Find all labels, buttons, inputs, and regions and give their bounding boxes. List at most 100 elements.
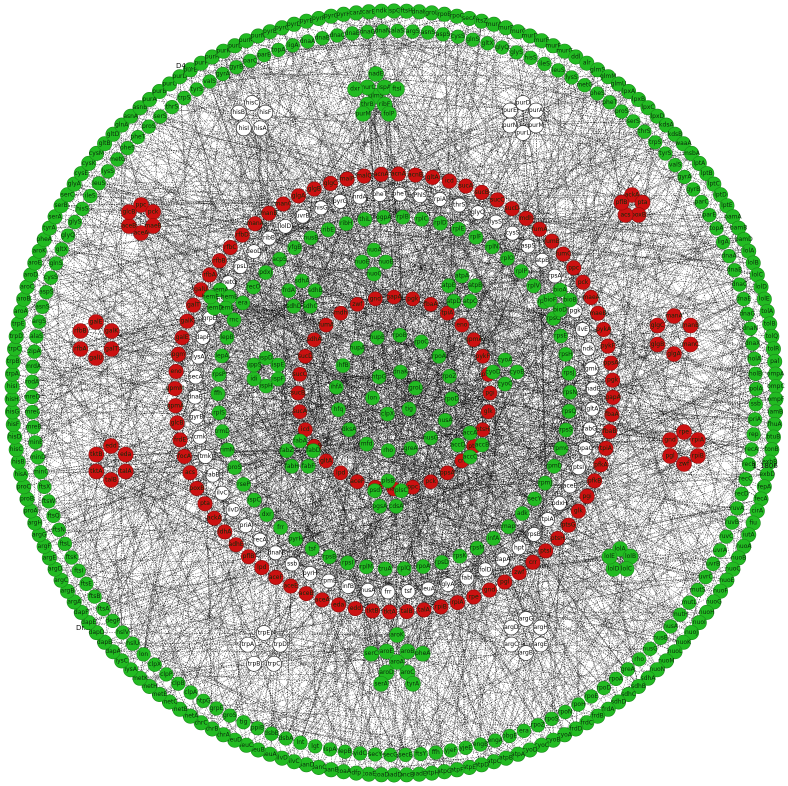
node-white-ring[interactable]: ribB bbox=[261, 230, 277, 246]
node-second-green-ring[interactable]: valS bbox=[668, 158, 683, 173]
node-second-green-ring[interactable]: glyQ bbox=[495, 40, 509, 55]
node-bottom-right-white-cluster[interactable]: argD bbox=[503, 619, 520, 636]
node-third-green-ring[interactable]: acpS bbox=[272, 251, 287, 267]
node-white-ring[interactable]: PhlS bbox=[412, 188, 428, 204]
node-second-green-ring[interactable]: lspA bbox=[323, 742, 337, 757]
node-bottom-right-white-cluster[interactable]: argH bbox=[532, 619, 549, 636]
node-second-green-ring[interactable]: degP bbox=[105, 613, 121, 629]
node-outer-green-ring[interactable]: tolB bbox=[762, 316, 778, 332]
node-second-green-ring[interactable]: yjeF bbox=[443, 743, 458, 758]
node-second-green-ring[interactable]: ftsK bbox=[64, 550, 79, 565]
node-red-ring[interactable]: icd bbox=[441, 173, 457, 189]
node-third-green-ring[interactable]: rnc bbox=[226, 312, 242, 328]
node-inner-red-ring[interactable]: eno bbox=[454, 317, 470, 333]
node-second-green-ring[interactable]: glyQ bbox=[60, 228, 75, 243]
node-left-upper-red-cluster[interactable]: glcB bbox=[121, 204, 137, 220]
node-bottom-right-white-cluster[interactable]: argE bbox=[532, 636, 549, 653]
node-second-green-ring[interactable]: dnaC bbox=[732, 277, 747, 292]
node-third-green-ring[interactable]: infA bbox=[486, 530, 501, 546]
node-bottom-green-cluster[interactable]: tyrA bbox=[405, 675, 421, 692]
node-top-right-white-cluster[interactable]: purN bbox=[502, 117, 518, 134]
node-second-green-ring[interactable]: argS bbox=[31, 314, 47, 329]
node-second-green-ring[interactable]: lysS bbox=[100, 164, 115, 179]
node-outer-green-ring[interactable]: trpC bbox=[7, 341, 23, 357]
node-top-right-white-cluster[interactable]: purE bbox=[502, 102, 518, 119]
node-inner-cluster-8[interactable]: plsC bbox=[393, 483, 409, 499]
node-top-green-cluster[interactable]: ftsI bbox=[389, 81, 405, 97]
node-bottom-right-white-cluster[interactable]: argG bbox=[518, 611, 534, 627]
node-white-ring[interactable]: ilvD bbox=[225, 502, 241, 518]
node-second-green-ring[interactable]: glyS bbox=[509, 45, 524, 60]
node-second-green-ring[interactable]: minD bbox=[30, 450, 46, 465]
node-outer-green-ring[interactable]: hisB bbox=[10, 454, 26, 470]
node-white-ring[interactable]: ptsI bbox=[571, 460, 586, 476]
node-red-ring[interactable]: talB bbox=[399, 604, 415, 620]
node-top-right-white-cluster[interactable]: purL bbox=[515, 125, 531, 141]
node-inner-red-ring[interactable]: pgi bbox=[482, 385, 498, 401]
node-second-green-ring[interactable]: alaS bbox=[390, 23, 405, 39]
node-red-ring[interactable]: ptsH bbox=[550, 530, 566, 546]
node-white-ring[interactable]: dapF bbox=[196, 330, 211, 345]
node-inner-green-ring[interactable]: rpoC bbox=[414, 334, 429, 350]
node-second-green-ring[interactable]: ftsW bbox=[41, 494, 56, 509]
node-red-ring[interactable]: sucC bbox=[489, 192, 505, 208]
node-red-ring[interactable]: pykF bbox=[600, 338, 616, 354]
node-outer-green-ring[interactable]: tolQ bbox=[764, 328, 780, 344]
node-third-green-ring[interactable]: nusB bbox=[303, 230, 318, 246]
node-second-green-ring[interactable]: gyrB bbox=[229, 60, 244, 75]
node-red-ring[interactable]: sucA bbox=[458, 178, 474, 194]
node-inner-red-ring[interactable]: zwf bbox=[349, 296, 365, 312]
node-second-green-ring[interactable]: alaS bbox=[29, 329, 44, 344]
node-red-ring[interactable]: gnd bbox=[481, 582, 497, 598]
node-outer-green-ring[interactable]: hisF bbox=[5, 416, 21, 432]
node-outer-green-ring[interactable]: hisG bbox=[5, 404, 20, 420]
node-second-green-ring[interactable]: minC bbox=[33, 465, 49, 480]
node-outer-green-ring[interactable]: atpC bbox=[486, 754, 502, 770]
node-left-mid-red-cluster[interactable]: galE bbox=[88, 314, 104, 330]
node-top-left-white-cluster[interactable]: hisF bbox=[257, 104, 274, 121]
node-top-green-cluster[interactable]: purM bbox=[355, 106, 371, 122]
node-inner-cluster-8[interactable]: cdsA bbox=[388, 498, 404, 514]
node-red-ring[interactable]: aceA bbox=[314, 592, 331, 608]
node-inner-cluster-1[interactable]: nuoA bbox=[366, 242, 383, 258]
node-inner-red-ring[interactable]: pck bbox=[423, 474, 439, 490]
node-second-green-ring[interactable]: dnaE bbox=[345, 26, 360, 41]
node-inner-cluster-4[interactable]: cyoB bbox=[510, 364, 525, 380]
node-second-green-ring[interactable]: yidC bbox=[353, 746, 368, 761]
node-white-ring[interactable]: infB bbox=[340, 579, 356, 594]
node-red-ring[interactable]: pgi bbox=[579, 488, 595, 504]
node-red-ring[interactable]: acs bbox=[182, 465, 198, 481]
node-second-green-ring[interactable]: ssb bbox=[748, 397, 763, 412]
node-outer-green-ring[interactable]: atpD bbox=[474, 757, 489, 773]
node-outer-green-ring[interactable]: aroA bbox=[13, 303, 29, 319]
node-red-ring[interactable]: frdE bbox=[172, 432, 188, 448]
node-third-green-ring[interactable]: rpsN bbox=[562, 384, 578, 400]
node-white-ring[interactable]: ndk bbox=[580, 341, 596, 357]
node-outer-green-ring[interactable]: rpoC bbox=[449, 8, 465, 24]
node-core-green-ring[interactable]: lon bbox=[365, 390, 380, 406]
node-second-green-ring[interactable]: rpoN bbox=[558, 704, 572, 720]
node-inner-cluster-4[interactable]: cyoC bbox=[498, 376, 513, 392]
node-inner-cluster-5[interactable]: ispF bbox=[270, 371, 286, 387]
node-red-ring[interactable]: rpiA bbox=[449, 595, 465, 611]
node-second-green-ring[interactable]: gyrA bbox=[677, 169, 693, 185]
node-left-lower-red-cluster[interactable]: tktA bbox=[88, 463, 105, 480]
node-red-ring[interactable]: pykA bbox=[596, 321, 612, 337]
node-inner-cluster-2[interactable]: atpE bbox=[441, 278, 457, 294]
node-third-green-ring[interactable]: rplQ bbox=[396, 561, 412, 577]
node-second-green-ring[interactable]: gltX bbox=[480, 36, 495, 51]
node-left-upper-red-cluster[interactable]: aceB bbox=[121, 218, 137, 234]
node-inner-red-ring[interactable]: glk bbox=[480, 404, 496, 420]
node-outer-green-ring[interactable]: hisH bbox=[4, 391, 20, 407]
node-second-green-ring[interactable]: secG bbox=[383, 747, 398, 763]
node-bottom-green-cluster[interactable]: serC bbox=[363, 645, 380, 662]
node-second-green-ring[interactable]: era bbox=[516, 723, 532, 739]
node-left-mid-red-cluster[interactable]: galK bbox=[103, 323, 120, 339]
node-third-green-ring[interactable]: lepA bbox=[214, 348, 230, 364]
node-third-green-ring[interactable]: proS bbox=[227, 460, 242, 475]
node-second-green-ring[interactable]: asnS bbox=[421, 25, 436, 40]
node-white-ring[interactable]: tpiA bbox=[540, 512, 555, 527]
node-white-ring[interactable]: fabG bbox=[582, 421, 598, 437]
node-inner-cluster-6[interactable]: fabF bbox=[300, 458, 316, 474]
node-third-green-ring[interactable]: rpsP bbox=[211, 367, 227, 383]
